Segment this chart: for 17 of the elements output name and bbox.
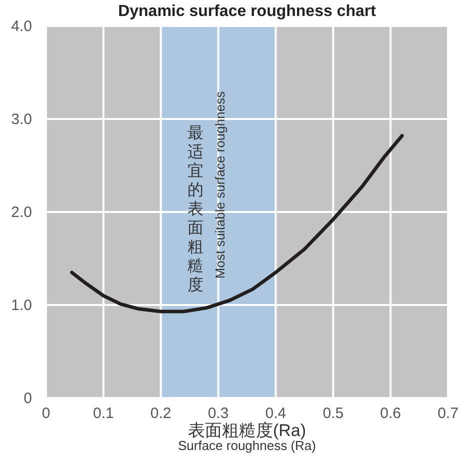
x-tick-label: 0.4	[265, 405, 286, 422]
annotation: Most suitable surface roughness	[212, 90, 228, 279]
x-tick-label: 0.5	[322, 405, 344, 422]
y-tick-label: 0	[24, 390, 32, 407]
y-tick-label: 1.0	[11, 297, 32, 314]
x-tick-label: 0.7	[438, 405, 458, 422]
x-tick-label: 0.6	[380, 405, 401, 422]
y-tick-label: 3.0	[11, 111, 32, 128]
y-tick-label: 2.0	[11, 204, 32, 221]
x-tick-label: 0	[42, 405, 50, 422]
text: 最适宜的表面粗糙度	[187, 125, 204, 294]
chart-title: Dynamic surface roughness chart	[118, 3, 377, 20]
x-tick-label: 0.3	[208, 405, 229, 422]
x-tick-label: 0.1	[93, 405, 114, 422]
x-tick-label: 0.2	[150, 405, 172, 422]
y-tick-label: 4.0	[11, 18, 32, 35]
x-axis-title: 表面粗糙度(Ra) Surface roughness (Ra)	[178, 421, 316, 453]
